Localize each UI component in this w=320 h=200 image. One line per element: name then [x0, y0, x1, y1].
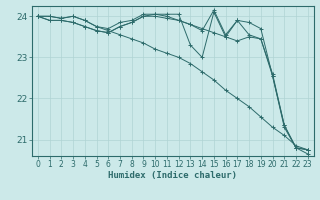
X-axis label: Humidex (Indice chaleur): Humidex (Indice chaleur) — [108, 171, 237, 180]
